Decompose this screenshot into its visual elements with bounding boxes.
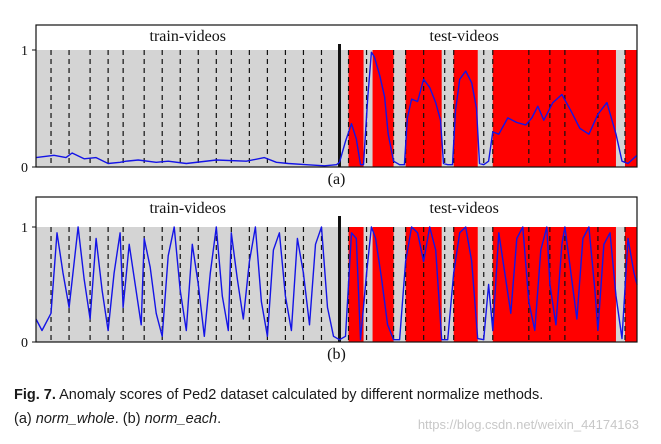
caption-line-1: Fig. 7. Anomaly scores of Ped2 dataset c…	[14, 383, 654, 407]
y-tick-label: 0	[21, 161, 28, 176]
y-tick-label: 0	[21, 336, 28, 351]
caption-a-prefix: (a)	[14, 411, 36, 427]
train-region	[36, 227, 340, 342]
anomaly-score-line	[35, 51, 638, 167]
panel-label: (a)	[328, 171, 346, 188]
test-normal-segment	[363, 227, 373, 342]
watermark: https://blog.csdn.net/weixin_44174163	[417, 417, 639, 432]
title-test-videos: test-videos	[430, 200, 499, 217]
test-normal-segment	[339, 50, 349, 167]
test-normal-segment	[615, 50, 625, 167]
anomaly-score-line	[35, 226, 638, 341]
test-normal-segment	[477, 227, 493, 342]
caption-end: .	[217, 411, 222, 427]
test-normal-segment	[441, 227, 454, 342]
caption-term-b: norm_each	[144, 411, 218, 427]
test-normal-segment	[339, 227, 349, 342]
caption-line-2: (a) norm_whole. (b) norm_each.	[14, 407, 654, 431]
title-test-videos: test-videos	[430, 28, 499, 45]
y-tick-label: 1	[21, 44, 28, 59]
test-normal-segment	[363, 50, 373, 167]
figure-svg: 1 0 train-videos test-videos (a) 1 0 train-vid…	[21, 24, 638, 363]
y-tick-label: 1	[21, 221, 28, 236]
caption-mid: . (b)	[114, 411, 145, 427]
plot-frame	[35, 196, 638, 343]
title-train-videos: train-videos	[150, 200, 226, 217]
test-normal-segment	[393, 50, 406, 167]
caption-term-a: norm_whole	[35, 411, 115, 427]
train-region	[36, 50, 340, 167]
title-train-videos: train-videos	[150, 28, 226, 45]
panel-label: (b)	[327, 346, 346, 363]
caption-text: Anomaly scores of Ped2 dataset calculate…	[59, 387, 544, 403]
test-normal-segment	[441, 50, 454, 167]
caption-fig-label: Fig. 7.	[14, 387, 56, 403]
panel-a: 1 0 train-videos test-videos (a)	[21, 24, 638, 188]
test-normal-segment	[477, 50, 493, 167]
panel-b: 1 0 train-videos test-videos (b)	[21, 196, 638, 363]
plot-frame	[35, 24, 638, 168]
test-normal-segment	[615, 227, 625, 342]
test-normal-segment	[393, 227, 406, 342]
figure-caption: Fig. 7. Anomaly scores of Ped2 dataset c…	[14, 383, 654, 431]
